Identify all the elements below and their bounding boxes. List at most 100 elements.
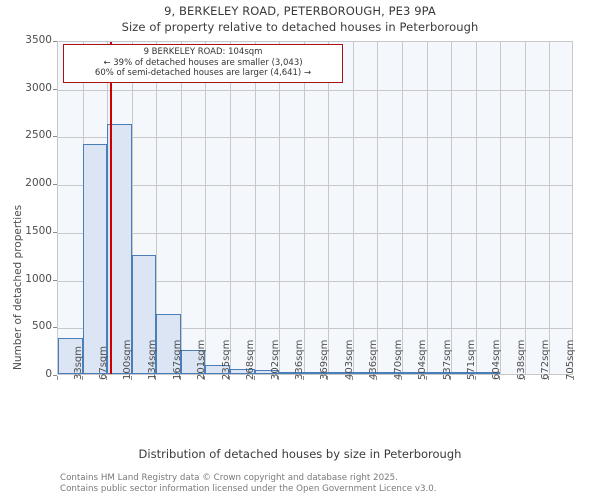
gridline-horizontal <box>58 137 572 139</box>
footer-line-1: Contains HM Land Registry data © Crown c… <box>60 473 398 483</box>
histogram-bar <box>451 372 476 374</box>
y-tick-label: 2000 <box>25 177 52 190</box>
histogram-bar <box>254 370 280 374</box>
x-tick-label: 638sqm <box>515 339 527 380</box>
x-tick-label: 167sqm <box>171 339 183 380</box>
x-tick-mark <box>81 376 83 380</box>
x-tick-label: 504sqm <box>417 339 429 380</box>
histogram-bar <box>230 368 255 374</box>
gridline-vertical <box>377 42 379 374</box>
y-tick-label: 3500 <box>25 34 52 46</box>
x-tick-mark <box>401 376 402 380</box>
x-tick-label: 67sqm <box>97 345 109 380</box>
x-tick-label: 436sqm <box>368 339 380 380</box>
gridline-vertical <box>352 42 354 374</box>
histogram-bar <box>180 349 206 374</box>
y-tick-mark <box>53 88 57 90</box>
histogram-bar <box>402 372 427 374</box>
x-tick-mark <box>253 376 255 380</box>
x-tick-mark <box>179 376 181 380</box>
gridline-vertical <box>402 42 403 374</box>
page-title: 9, BERKELEY ROAD, PETERBOROUGH, PE3 9PA <box>164 4 436 18</box>
x-tick-label: 302sqm <box>269 339 281 380</box>
histogram-bar <box>131 255 157 374</box>
x-tick-mark <box>327 376 329 380</box>
x-tick-mark <box>450 376 452 380</box>
property-marker-line <box>110 42 113 374</box>
gridline-vertical <box>180 42 182 374</box>
x-tick-label: 134sqm <box>147 339 158 380</box>
gridline-horizontal <box>58 185 572 187</box>
gridline-vertical <box>131 42 133 374</box>
histogram-bar <box>58 337 83 374</box>
x-tick-label: 235sqm <box>220 339 232 380</box>
x-tick-mark <box>204 376 206 380</box>
gridline-horizontal <box>58 280 572 282</box>
y-tick-mark <box>53 375 57 376</box>
y-tick-label: 2500 <box>25 129 52 142</box>
gridline-horizontal <box>58 232 572 234</box>
x-tick-label: 705sqm <box>564 339 576 380</box>
histogram-bar <box>352 372 378 374</box>
y-tick-mark <box>53 184 57 186</box>
gridline-horizontal <box>58 328 572 330</box>
x-tick-label: 100sqm <box>122 339 134 380</box>
gridline-vertical <box>205 42 207 374</box>
x-tick-mark <box>351 376 353 380</box>
y-tick-mark <box>53 279 57 281</box>
x-tick-mark <box>278 376 280 380</box>
gridline-vertical <box>156 42 158 374</box>
annotation-line-2: ← 39% of detached houses are smaller (3,… <box>103 57 303 68</box>
x-tick-label: 336sqm <box>294 339 306 380</box>
y-tick-label: 1000 <box>25 272 52 285</box>
x-tick-mark <box>499 376 501 380</box>
x-tick-mark <box>130 376 132 380</box>
gridline-vertical <box>524 42 526 374</box>
y-tick-label: 0 <box>45 368 52 380</box>
gridline-horizontal <box>58 89 572 91</box>
chart-plot-area <box>57 41 573 375</box>
gridline-vertical <box>328 42 330 374</box>
y-tick-label: 500 <box>31 320 52 333</box>
x-tick-mark <box>376 376 378 380</box>
y-tick-label: 1500 <box>25 224 52 237</box>
x-tick-mark <box>425 376 427 380</box>
x-tick-label: 369sqm <box>319 339 330 380</box>
y-tick-mark <box>53 327 57 329</box>
x-tick-mark <box>155 376 157 380</box>
y-tick-mark <box>53 136 57 138</box>
gridline-vertical <box>451 42 453 374</box>
x-tick-mark <box>302 376 304 380</box>
property-annotation-box: 9 BERKELEY ROAD: 104sqm ← 39% of detache… <box>63 44 343 83</box>
x-tick-mark <box>523 376 525 380</box>
histogram-bar <box>475 372 501 374</box>
footer-line-2: Contains public sector information licen… <box>60 483 437 494</box>
x-tick-label: 268sqm <box>245 339 257 380</box>
histogram-bar <box>303 372 329 374</box>
x-tick-label: 201sqm <box>196 339 208 380</box>
x-tick-label: 672sqm <box>540 339 552 380</box>
x-tick-label: 470sqm <box>392 339 404 380</box>
gridline-vertical <box>500 42 502 374</box>
gridline-vertical <box>254 42 256 374</box>
annotation-line-1: 9 BERKELEY ROAD: 104sqm <box>143 47 263 57</box>
gridline-vertical <box>279 42 281 374</box>
x-tick-label: 537sqm <box>441 339 453 380</box>
gridline-vertical <box>426 42 428 374</box>
gridline-vertical <box>303 42 305 374</box>
title-block: 9, BERKELEY ROAD, PETERBOROUGH, PE3 9PA … <box>0 4 600 35</box>
x-axis-title: Distribution of detached houses by size … <box>138 447 462 461</box>
y-tick-label: 3000 <box>25 81 52 94</box>
histogram-bar <box>377 372 402 374</box>
x-tick-mark <box>229 376 230 380</box>
histogram-bar <box>328 372 353 374</box>
histogram-bar <box>279 372 304 374</box>
x-tick-mark <box>548 376 550 380</box>
y-tick-mark <box>53 41 57 42</box>
x-tick-mark <box>573 376 574 380</box>
y-tick-mark <box>53 231 57 233</box>
histogram-bar <box>426 372 452 374</box>
histogram-bar <box>205 364 230 374</box>
x-tick-mark <box>57 376 58 380</box>
x-tick-label: 33sqm <box>73 345 85 380</box>
